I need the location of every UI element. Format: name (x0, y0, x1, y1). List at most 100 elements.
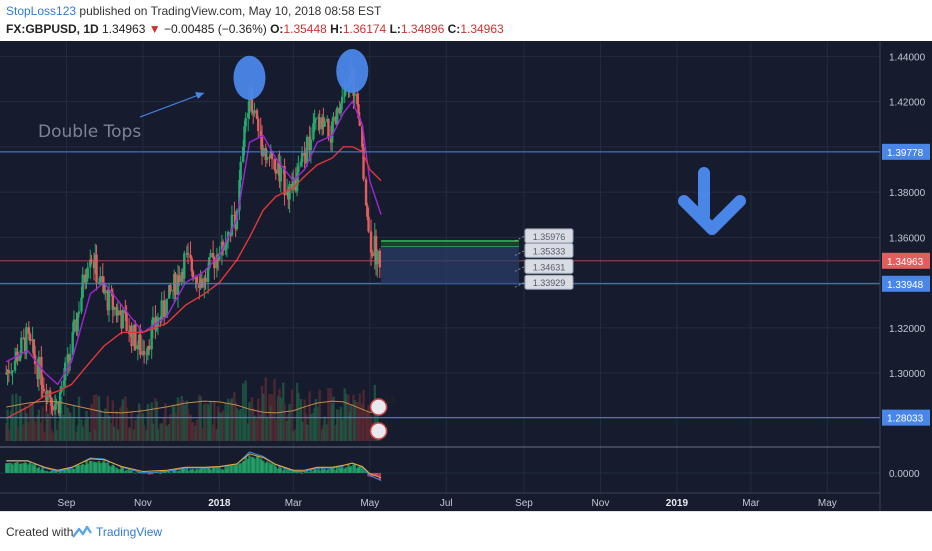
footer: Created with TradingView (0, 511, 932, 551)
volume-bar (41, 406, 44, 441)
candle-body (23, 338, 27, 354)
candle-body (178, 275, 181, 283)
macd-histogram-bar (313, 468, 316, 473)
macd-histogram-bar (213, 467, 216, 473)
candle-body (288, 183, 291, 200)
macd-tick-label: 0.0000 (889, 469, 920, 480)
macd-histogram-bar (282, 470, 285, 473)
volume-bar (288, 403, 291, 441)
candle-body (71, 331, 74, 355)
volume-bar (90, 403, 93, 441)
volume-bar (115, 410, 118, 441)
volume-bar (362, 389, 365, 441)
macd-histogram-bar (139, 472, 142, 474)
candle-body (244, 117, 247, 127)
macd-histogram-bar (6, 463, 9, 473)
macd-histogram-bar (268, 462, 271, 473)
candle-body (101, 276, 104, 285)
volume-bar (142, 424, 146, 441)
volume-bar (199, 396, 202, 441)
candle-body (186, 253, 190, 255)
macd-histogram-bar (300, 473, 304, 474)
macd-histogram-bar (339, 468, 343, 473)
macd-histogram-bar (33, 464, 37, 473)
candle-body (259, 130, 262, 138)
candle-body (155, 326, 158, 330)
candle-body (173, 273, 176, 291)
candle-body (121, 309, 125, 329)
macd-histogram-bar (314, 469, 318, 473)
volume-bar (107, 415, 111, 441)
macd-histogram-bar (353, 464, 356, 473)
candle-body (22, 337, 26, 339)
candle-body (31, 339, 34, 341)
candle-body (285, 191, 289, 196)
candle-body (218, 254, 221, 260)
volume-bar (336, 409, 339, 441)
volume-bar (208, 407, 211, 441)
volume-bar (277, 395, 280, 441)
macd-histogram-bar (125, 470, 128, 473)
macd-histogram-bar (42, 470, 46, 473)
volume-bar (42, 431, 46, 441)
candle-body (312, 123, 315, 140)
candle-body (7, 370, 10, 374)
macd-histogram-bar (150, 473, 153, 475)
macd-histogram-bar (60, 470, 63, 473)
volume-bar (312, 413, 315, 441)
volume-bar (314, 399, 318, 441)
macd-histogram-bar (305, 470, 309, 473)
volume-bar (244, 380, 247, 441)
macd-histogram-bar (235, 464, 239, 473)
high-label: H: (330, 22, 343, 36)
volume-bar (58, 411, 62, 441)
volume-bar (146, 404, 150, 441)
volume-bar (299, 399, 303, 441)
macd-histogram-bar (115, 467, 118, 473)
volume-bar (165, 425, 168, 441)
candle-body (366, 205, 369, 217)
chart-header: StopLoss123 published on TradingView.com… (0, 0, 932, 41)
macd-histogram-bar (364, 471, 368, 473)
volume-bar (248, 402, 251, 441)
macd-histogram-bar (129, 470, 132, 473)
volume-bar (230, 398, 234, 441)
price-chart[interactable]: 1.440001.420001.400001.380001.360001.340… (0, 41, 932, 511)
volume-bar (238, 410, 241, 441)
volume-bar (178, 401, 181, 441)
volume-bar (252, 408, 255, 441)
volume-bar (349, 405, 353, 441)
macd-histogram-bar (62, 468, 66, 473)
macd-histogram-bar (200, 468, 204, 473)
target-zone (381, 240, 519, 247)
candle-body (57, 402, 61, 414)
tradingview-link[interactable]: TradingView (96, 525, 163, 539)
volume-bar (376, 398, 379, 441)
volume-bar (283, 403, 286, 441)
volume-bar (171, 404, 175, 441)
macd-histogram-bar (134, 473, 137, 474)
macd-histogram-bar (28, 462, 32, 473)
candle-body (107, 289, 111, 311)
level-label-box (524, 228, 574, 244)
volume-bar (137, 403, 141, 441)
macd-histogram-bar (120, 466, 123, 473)
candle-body (185, 253, 188, 255)
open-label: O: (270, 22, 284, 36)
volume-bar (23, 405, 27, 441)
author-link[interactable]: StopLoss123 (6, 4, 77, 18)
volume-bar (132, 429, 136, 441)
candle-body (13, 360, 17, 371)
double-top-circle (233, 55, 266, 100)
macd-histogram-bar (304, 472, 308, 473)
volume-bar (195, 419, 199, 441)
volume-bar (206, 403, 210, 441)
candle-body (252, 111, 255, 114)
double-tops-label: Double Tops (38, 122, 141, 142)
volume-bar (224, 403, 227, 441)
volume-bar (334, 424, 338, 441)
x-tick-label: Sep (515, 498, 533, 509)
macd-histogram-bar (295, 472, 299, 474)
volume-bar (13, 416, 17, 441)
macd-histogram-bar (247, 458, 250, 473)
